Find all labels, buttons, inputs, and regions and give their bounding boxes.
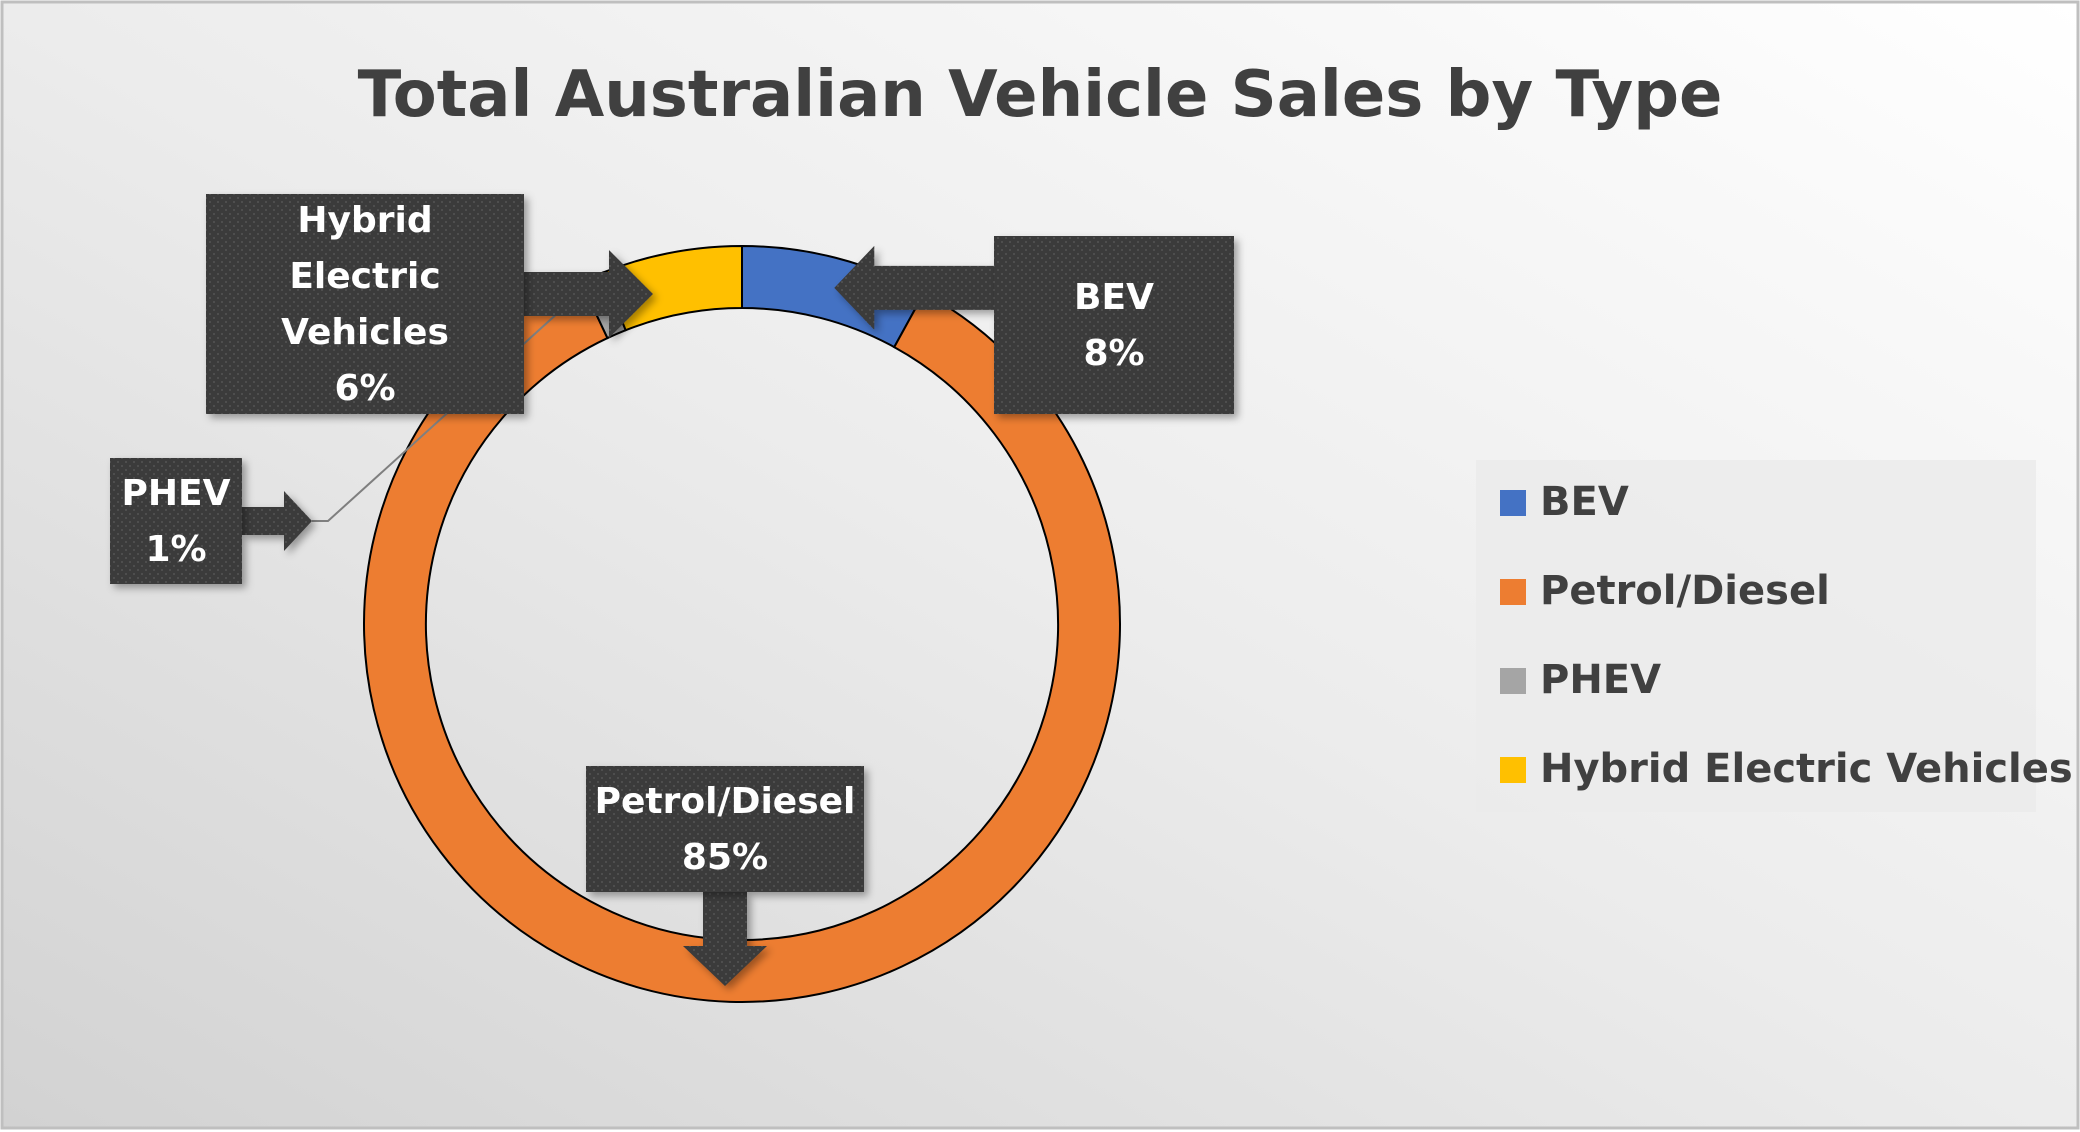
callout-arrow-phev	[242, 491, 312, 551]
legend: BEV Petrol/Diesel PHEV Hybrid Electric Vehi…	[1500, 479, 2073, 792]
data-label-category: Vehicles	[281, 312, 449, 353]
data-label-category: Petrol/Diesel	[595, 781, 856, 822]
data-label-phev: PHEV 1%	[122, 473, 231, 570]
callout-box-petrol-diesel	[586, 766, 864, 892]
legend-item-phev: PHEV	[1500, 657, 1661, 703]
legend-item-hybrid-electric-vehicles: Hybrid Electric Vehicles	[1500, 746, 2073, 792]
data-label-category: Hybrid	[297, 200, 432, 241]
legend-label: PHEV	[1540, 657, 1661, 703]
legend-swatch	[1500, 757, 1526, 783]
donut	[363, 244, 1121, 1003]
data-label-category: Electric	[289, 256, 440, 297]
data-label-bev: BEV 8%	[1074, 277, 1154, 374]
legend-swatch	[1500, 579, 1526, 605]
callout-arrow-bev	[834, 245, 994, 330]
callout-hybrid-electric-vehicles: Hybrid Electric Vehicles 6%	[206, 194, 653, 414]
legend-swatch	[1500, 490, 1526, 516]
callouts: BEV 8% Petrol/Diesel 85% PHEV 1% Hybrid Electri…	[110, 194, 1234, 986]
data-label-category: BEV	[1074, 277, 1154, 318]
legend-item-bev: BEV	[1500, 479, 1629, 525]
callout-arrow-hybrid-electric-vehicles	[524, 250, 653, 338]
legend-swatch	[1500, 668, 1526, 694]
data-label-hybrid-electric-vehicles: Hybrid Electric Vehicles 6%	[281, 200, 449, 409]
callout-phev: PHEV 1%	[110, 458, 312, 584]
callout-petrol-diesel: Petrol/Diesel 85%	[586, 766, 864, 986]
legend-label: Hybrid Electric Vehicles	[1540, 746, 2073, 792]
callout-bev: BEV 8%	[834, 236, 1234, 414]
data-label-value: 1%	[145, 529, 206, 570]
callout-box-bev	[994, 236, 1234, 414]
data-label-category: PHEV	[122, 473, 231, 514]
callout-box-phev	[110, 458, 242, 584]
chart-title: Total Australian Vehicle Sales by Type	[358, 58, 1723, 132]
data-label-value: 8%	[1083, 333, 1144, 374]
callout-box-hybrid-electric-vehicles	[206, 194, 524, 414]
legend-item-petrol-diesel: Petrol/Diesel	[1500, 568, 1830, 614]
data-label-value: 85%	[682, 837, 768, 878]
callout-arrow-petrol-diesel	[683, 892, 767, 986]
data-label-value: 6%	[334, 368, 395, 409]
legend-box	[1476, 460, 2036, 812]
legend-label: Petrol/Diesel	[1540, 568, 1830, 614]
legend-label: BEV	[1540, 479, 1629, 525]
data-label-petrol-diesel: Petrol/Diesel 85%	[595, 781, 856, 878]
